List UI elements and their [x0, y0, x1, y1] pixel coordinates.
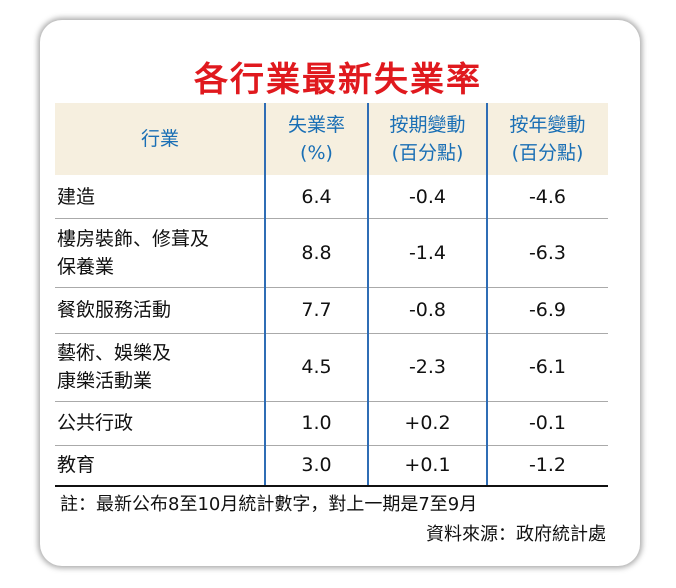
value-cell: -6.1 — [528, 356, 567, 378]
row-divider — [55, 218, 608, 219]
column-divider — [486, 103, 488, 485]
value-cell: -1.2 — [528, 454, 567, 476]
row-label: 公共行政 — [55, 401, 267, 445]
column-divider — [264, 103, 266, 485]
row-divider — [55, 333, 608, 334]
row-label: 教育 — [55, 445, 267, 485]
value-cell: -6.3 — [528, 241, 567, 264]
value-cell: 1.0 — [301, 412, 332, 434]
header-cell: 行業 — [55, 103, 265, 175]
row-label-text: 保養業 — [57, 255, 115, 278]
value-cell: -4.6 — [528, 185, 567, 208]
row-label-text: 公共行政 — [57, 412, 134, 434]
header-text: 按年變動 — [509, 114, 586, 136]
header-text: 失業率 — [287, 114, 345, 136]
row-divider — [55, 401, 608, 402]
value-cell: 7.7 — [301, 299, 332, 321]
header-text: (百分點) — [391, 142, 464, 164]
header-cell: 按期變動 (百分點) — [368, 103, 487, 175]
footnote: 註：最新公布8至10月統計數字，對上一期是7至9月 — [60, 494, 478, 515]
value-cell: -2.3 — [408, 356, 447, 378]
value-cell: 8.8 — [301, 241, 332, 264]
header-text: 行業 — [140, 128, 179, 150]
source: 資料來源：政府統計處 — [426, 524, 606, 545]
header-text: (百分點) — [511, 142, 584, 164]
row-label-text: 建造 — [57, 185, 96, 208]
row-label: 樓房裝飾、修葺及 保養業 — [55, 218, 267, 287]
value-cell: -6.9 — [528, 299, 567, 321]
row-label-text: 藝術、娛樂及 — [57, 342, 172, 364]
row-label-text: 餐飲服務活動 — [57, 299, 172, 321]
value-cell: -0.4 — [408, 185, 447, 208]
value-cell: +0.1 — [404, 454, 451, 476]
title: 各行業最新失業率 — [194, 60, 482, 100]
row-label: 建造 — [55, 175, 267, 218]
row-label-text: 樓房裝飾、修葺及 — [57, 227, 210, 250]
row-label-text: 康樂活動業 — [57, 370, 153, 392]
header-background — [55, 103, 608, 175]
header-cell: 按年變動 (百分點) — [487, 103, 608, 175]
row-divider — [55, 445, 608, 446]
row-label: 餐飲服務活動 — [55, 287, 267, 333]
value-cell: 3.0 — [301, 454, 332, 476]
column-divider — [367, 103, 369, 485]
row-label: 藝術、娛樂及 康樂活動業 — [55, 333, 267, 401]
value-cell: -0.1 — [528, 412, 567, 434]
header-text: 按期變動 — [389, 114, 466, 136]
bottom-rule — [55, 485, 608, 487]
row-divider — [55, 287, 608, 288]
value-cell: -1.4 — [408, 241, 447, 264]
header-cell: 失業率 (%) — [265, 103, 368, 175]
header-text: (%) — [300, 142, 333, 164]
value-cell: 4.5 — [301, 356, 332, 378]
value-cell: 6.4 — [301, 185, 332, 208]
value-cell: -0.8 — [408, 299, 447, 321]
value-cell: +0.2 — [404, 412, 451, 434]
row-label-text: 教育 — [57, 454, 96, 476]
